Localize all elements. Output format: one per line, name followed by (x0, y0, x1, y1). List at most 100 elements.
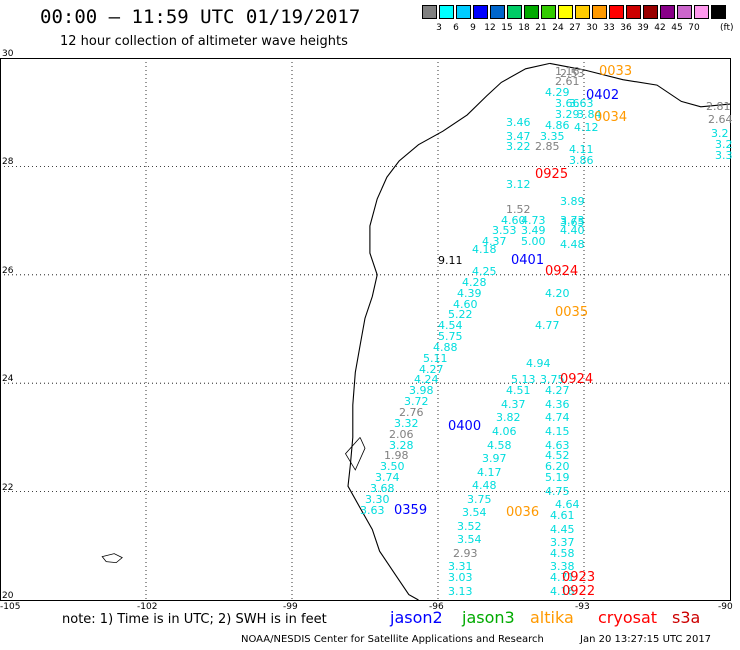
lat-label: 30 (2, 49, 14, 59)
legend-label: 27 (569, 23, 581, 33)
wave-height-value: 3.38 (550, 560, 575, 573)
wave-height-value: 5.13 (511, 373, 536, 386)
wave-height-value: 4.86 (545, 119, 570, 132)
pass-time-label: 0924 (545, 264, 579, 279)
satellite-name-jason2: jason2 (390, 608, 443, 627)
wave-height-value: 4.11 (569, 143, 594, 156)
wave-height-value: 5.22 (448, 308, 473, 321)
wave-height-value: 4.27 (419, 363, 444, 376)
page-title: 00:00 – 11:59 UTC 01/19/2017 (40, 6, 361, 28)
wave-height-value: 4.74 (545, 411, 570, 424)
pass-time-label: 0924 (560, 372, 594, 387)
wave-height-value: 6.20 (545, 460, 570, 473)
wave-height-value: 4.94 (526, 357, 551, 370)
wave-height-value: 3.2 (711, 127, 729, 140)
legend-label: 33 (603, 23, 615, 33)
wave-height-value: 3.86 (569, 154, 594, 167)
wave-height-value: 2.61 (555, 75, 580, 88)
wave-height-value: 4.58 (550, 547, 575, 560)
wave-height-value: 4.39 (457, 287, 482, 300)
legend-swatch (677, 5, 692, 19)
wave-height-value: 2.06 (389, 428, 414, 441)
wave-height-value: 2.64 (708, 113, 733, 126)
footer-credit: NOAA/NESDIS Center for Satellite Applica… (241, 634, 544, 645)
wave-height-value: 5.75 (438, 330, 463, 343)
legend-label: 45 (671, 23, 683, 33)
wave-height-value: 4.36 (545, 398, 570, 411)
wave-height-value: 3.63 (569, 97, 594, 110)
wave-height-value: 2.85 (535, 140, 560, 153)
coastline-west (347, 62, 551, 601)
legend-label: 3 (436, 23, 442, 33)
wave-height-value: 4.28 (462, 276, 487, 289)
wave-height-value: 3.66 (555, 97, 580, 110)
satellite-name-s3a: s3a (672, 608, 701, 627)
legend-swatch (422, 5, 437, 19)
legend-swatch (439, 5, 454, 19)
pass-time-label: 0035 (555, 305, 589, 320)
wave-height-value: 4.60 (501, 214, 526, 227)
pass-time-label: 0922 (562, 584, 596, 599)
wave-height-value: 3.89 (560, 195, 585, 208)
legend-label: 9 (470, 23, 476, 33)
wave-height-value: 4.60 (453, 298, 478, 311)
wave-height-value: 3.37 (550, 536, 575, 549)
wave-height-value: 3.22 (506, 140, 531, 153)
wave-height-value: 4.54 (438, 319, 463, 332)
lat-label: 24 (2, 374, 14, 385)
wave-height-value: 3.47 (506, 130, 531, 143)
legend-swatch (660, 5, 675, 19)
map-frame (0, 58, 731, 601)
inland-lake-outline (101, 553, 123, 564)
wave-height-value: 2.93 (453, 547, 478, 560)
wave-height-value: 4.75 (545, 485, 570, 498)
footer-note: note: 1) Time is in UTC; 2) SWH is in fe… (62, 612, 327, 627)
wave-height-value: 9.11 (438, 254, 463, 267)
wave-height-value: 3.32 (394, 417, 419, 430)
wave-height-value: 4.06 (492, 425, 517, 438)
lon-label: -99 (283, 602, 298, 612)
wave-height-value: 4.16 (550, 585, 575, 598)
legend-label: 6 (453, 23, 459, 33)
wave-height-value: 4.37 (482, 235, 507, 248)
lat-label: 20 (2, 591, 14, 601)
legend-swatch (694, 5, 709, 19)
pass-time-label: 0925 (535, 167, 569, 182)
wave-height-value: 3.35 (540, 130, 565, 143)
pass-time-label: 0402 (586, 88, 620, 103)
wave-height-value: 3.54 (457, 533, 482, 546)
pass-time-label: 0036 (506, 505, 540, 520)
legend-label: 36 (620, 23, 632, 33)
wave-height-value: 4.88 (433, 341, 458, 354)
wave-height-value: 2.76 (399, 406, 424, 419)
legend-swatch (473, 5, 488, 19)
wave-height-value: 4.64 (555, 498, 580, 511)
legend-swatch (711, 5, 726, 19)
satellite-name-altika: altika (530, 608, 574, 627)
wave-height-value: 4.27 (545, 384, 570, 397)
wave-height-value: 3.52 (457, 520, 482, 533)
wave-height-value: 4.48 (472, 479, 497, 492)
legend-swatch (456, 5, 471, 19)
lat-label: 28 (2, 157, 14, 168)
satellite-name-cryosat: cryosat (598, 608, 658, 627)
lon-label: -102 (137, 602, 158, 612)
wave-height-value: 4.63 (545, 439, 570, 452)
legend-swatch (575, 5, 590, 19)
wave-height-value: 5.19 (545, 471, 570, 484)
lat-label: 26 (2, 265, 14, 276)
wave-height-value: 1.16 (555, 65, 580, 78)
wave-height-value: 4.73 (521, 214, 546, 227)
coastline-north (549, 62, 731, 108)
wave-height-value: 3.65 (560, 216, 585, 229)
pass-time-label: 0034 (594, 110, 628, 125)
wave-height-value: 3.75 (540, 373, 565, 386)
pass-time-label: 0400 (448, 419, 482, 434)
wave-height-value: 4.24 (414, 373, 439, 386)
wave-height-value: 3.28 (389, 439, 414, 452)
wave-height-value: 3.13 (448, 585, 473, 598)
wave-height-value: 3.98 (409, 384, 434, 397)
wave-height-value: 3.84 (577, 108, 602, 121)
legend-swatch (490, 5, 505, 19)
